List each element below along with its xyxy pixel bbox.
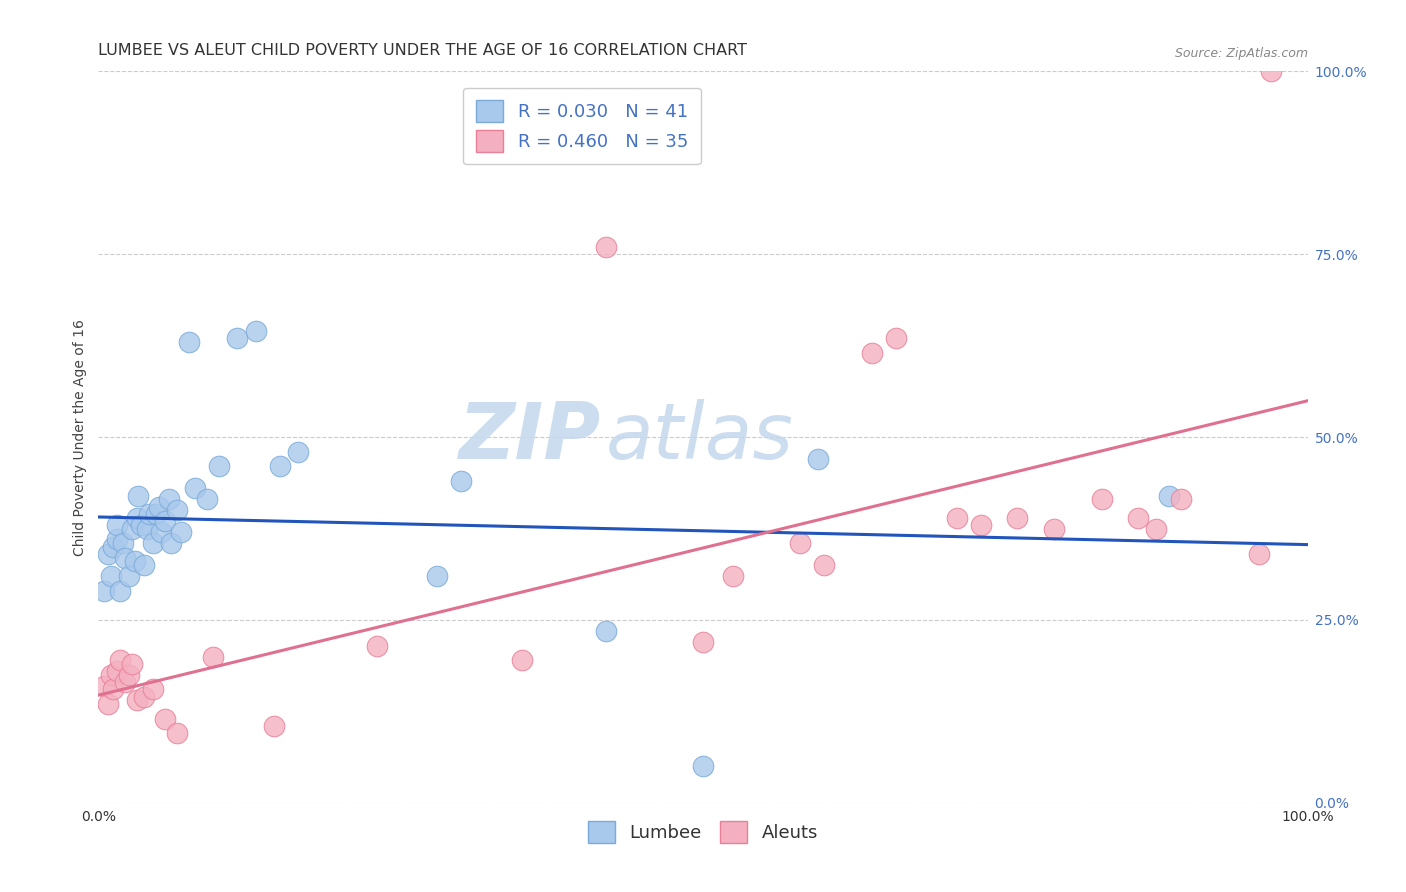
Text: LUMBEE VS ALEUT CHILD POVERTY UNDER THE AGE OF 16 CORRELATION CHART: LUMBEE VS ALEUT CHILD POVERTY UNDER THE … xyxy=(98,43,748,58)
Point xyxy=(127,510,149,524)
Point xyxy=(100,667,122,681)
Point xyxy=(595,624,617,638)
Point xyxy=(160,536,183,550)
Point xyxy=(789,536,811,550)
Point xyxy=(127,489,149,503)
Point xyxy=(169,525,191,540)
Point xyxy=(101,682,124,697)
Text: atlas: atlas xyxy=(606,399,794,475)
Point xyxy=(184,481,207,495)
Point xyxy=(93,583,115,598)
Point xyxy=(287,444,309,458)
Point xyxy=(127,693,149,707)
Point xyxy=(692,759,714,773)
Point xyxy=(202,649,225,664)
Point xyxy=(813,558,835,573)
Point xyxy=(269,459,291,474)
Point xyxy=(263,719,285,733)
Point xyxy=(138,507,160,521)
Point xyxy=(105,664,128,678)
Point xyxy=(101,540,124,554)
Point xyxy=(166,726,188,740)
Point xyxy=(111,536,134,550)
Point xyxy=(860,346,883,360)
Point xyxy=(1157,489,1180,503)
Point xyxy=(114,675,136,690)
Point xyxy=(195,492,218,507)
Text: Source: ZipAtlas.com: Source: ZipAtlas.com xyxy=(1174,47,1308,61)
Legend: Lumbee, Aleuts: Lumbee, Aleuts xyxy=(579,813,827,852)
Point xyxy=(1170,492,1192,507)
Point xyxy=(886,331,908,345)
Point xyxy=(166,503,188,517)
Point xyxy=(153,514,176,528)
Point xyxy=(145,507,167,521)
Point xyxy=(807,452,830,467)
Point xyxy=(366,639,388,653)
Point xyxy=(692,635,714,649)
Point xyxy=(157,492,180,507)
Point xyxy=(1091,492,1114,507)
Point xyxy=(108,653,131,667)
Point xyxy=(245,324,267,338)
Point xyxy=(142,536,165,550)
Point xyxy=(100,569,122,583)
Point xyxy=(510,653,533,667)
Point xyxy=(179,334,201,349)
Point xyxy=(595,240,617,254)
Point xyxy=(124,554,146,568)
Point xyxy=(208,459,231,474)
Point xyxy=(118,667,141,681)
Point xyxy=(134,690,156,704)
Point xyxy=(108,583,131,598)
Point xyxy=(1249,547,1271,561)
Point xyxy=(134,558,156,573)
Point xyxy=(426,569,449,583)
Point xyxy=(121,521,143,535)
Point xyxy=(1146,521,1168,535)
Point xyxy=(450,474,472,488)
Text: ZIP: ZIP xyxy=(458,399,600,475)
Point xyxy=(142,682,165,697)
Point xyxy=(97,697,120,711)
Point xyxy=(105,517,128,532)
Point xyxy=(135,521,157,535)
Point xyxy=(1007,510,1029,524)
Point xyxy=(93,679,115,693)
Point xyxy=(1260,64,1282,78)
Point xyxy=(723,569,745,583)
Point xyxy=(1128,510,1150,524)
Point xyxy=(97,547,120,561)
Y-axis label: Child Poverty Under the Age of 16: Child Poverty Under the Age of 16 xyxy=(73,318,87,556)
Point xyxy=(148,500,170,514)
Point xyxy=(129,517,152,532)
Point xyxy=(114,550,136,565)
Point xyxy=(105,533,128,547)
Point xyxy=(118,569,141,583)
Point xyxy=(1042,521,1064,535)
Point xyxy=(946,510,969,524)
Point xyxy=(970,517,993,532)
Point xyxy=(121,657,143,671)
Point xyxy=(226,331,249,345)
Point xyxy=(153,712,176,726)
Point xyxy=(150,525,173,540)
